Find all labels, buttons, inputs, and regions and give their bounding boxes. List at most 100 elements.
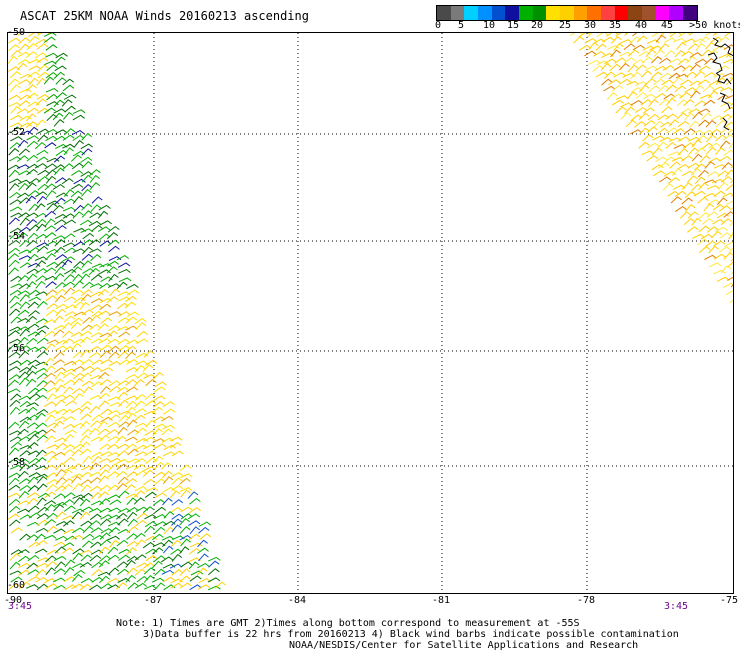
wind-barb xyxy=(53,99,65,108)
wind-barb xyxy=(62,78,74,86)
wind-barb xyxy=(654,65,667,72)
wind-barb xyxy=(654,92,667,100)
wind-barb xyxy=(63,198,76,205)
wind-barb xyxy=(19,463,30,472)
wind-barb xyxy=(45,295,58,302)
wind-barb xyxy=(73,497,84,505)
wind-barb xyxy=(9,122,23,128)
wind-barb xyxy=(118,490,130,498)
wind-barb xyxy=(694,163,706,171)
wind-barb xyxy=(684,71,697,78)
wind-barb xyxy=(46,339,60,345)
wind-barb xyxy=(106,266,118,274)
wind-barb xyxy=(134,457,147,464)
wind-barb xyxy=(19,294,31,302)
wind-barb xyxy=(27,434,39,442)
wind-barb xyxy=(26,346,40,352)
wind-barb xyxy=(629,36,641,44)
wind-barb xyxy=(97,288,109,297)
legend-swatch xyxy=(573,6,588,20)
wind-barb xyxy=(26,273,38,282)
wind-barb xyxy=(61,177,74,185)
wind-barb xyxy=(125,295,137,303)
wind-barb xyxy=(43,36,56,43)
wind-barb xyxy=(25,182,37,190)
wind-barb xyxy=(62,163,74,171)
wind-barb xyxy=(724,33,731,37)
wind-barb xyxy=(715,134,727,142)
wind-barb xyxy=(117,317,130,324)
wind-barb xyxy=(117,476,129,485)
coastline xyxy=(707,52,723,74)
wind-barb xyxy=(163,584,176,591)
wind-barb xyxy=(118,421,130,428)
wind-barb xyxy=(36,380,48,388)
wind-barb xyxy=(62,338,74,345)
wind-barb xyxy=(90,298,104,304)
wind-barb xyxy=(144,393,156,401)
wind-barb xyxy=(25,315,37,324)
wind-barb xyxy=(25,195,37,204)
wind-barb xyxy=(584,50,597,57)
wind-barb xyxy=(117,262,131,268)
wind-barb xyxy=(28,393,41,400)
wind-barb xyxy=(8,217,20,225)
wind-barb xyxy=(699,246,711,254)
wind-barb xyxy=(27,476,39,485)
wind-barb xyxy=(8,366,21,372)
wind-barb xyxy=(26,239,38,247)
wind-barb xyxy=(19,450,32,457)
wind-barb xyxy=(36,156,49,163)
wind-barb xyxy=(91,196,103,204)
wind-barb xyxy=(672,76,684,85)
wind-barb xyxy=(133,497,145,505)
wind-barb xyxy=(136,372,149,380)
wind-barb xyxy=(154,506,167,514)
wind-barb xyxy=(704,161,716,169)
wind-barb xyxy=(91,576,104,583)
wind-barb xyxy=(683,38,697,44)
wind-barb xyxy=(62,547,74,554)
wind-barb xyxy=(588,59,601,65)
wind-barb xyxy=(108,351,120,359)
wind-barb xyxy=(107,225,120,233)
wind-barb xyxy=(72,372,85,380)
wind-barb xyxy=(170,578,183,584)
wind-barb xyxy=(709,128,722,136)
wind-barb xyxy=(694,100,707,107)
wind-barb xyxy=(63,379,76,386)
wind-barb xyxy=(90,549,104,555)
wind-barb xyxy=(19,73,33,79)
wind-barb xyxy=(55,535,68,541)
wind-barb xyxy=(79,434,91,443)
wind-barb xyxy=(683,128,696,135)
wind-barb xyxy=(153,371,164,380)
wind-barb xyxy=(707,171,720,178)
wind-barb xyxy=(63,492,76,499)
wind-barb xyxy=(37,169,50,176)
wind-barb xyxy=(82,281,94,289)
wind-barb xyxy=(62,134,75,141)
wind-barb xyxy=(26,140,39,148)
wind-barb xyxy=(154,478,166,486)
wind-barb xyxy=(54,294,66,303)
wind-barb xyxy=(690,168,702,177)
wind-barb xyxy=(19,533,31,541)
wind-barb xyxy=(108,361,122,367)
wind-barb xyxy=(17,59,30,65)
wind-barb xyxy=(89,485,102,492)
wind-barb xyxy=(36,513,49,520)
wind-barb xyxy=(35,569,47,577)
wind-barb xyxy=(89,345,102,352)
wind-barb xyxy=(8,37,21,44)
wind-barb xyxy=(135,338,149,345)
wind-barb xyxy=(643,93,656,100)
wind-barb xyxy=(692,233,705,239)
wind-barb xyxy=(17,139,29,148)
wind-barb xyxy=(676,99,688,107)
wind-barb xyxy=(63,274,75,282)
wind-barb xyxy=(89,283,103,288)
legend-label: 5 xyxy=(457,20,465,31)
wind-barb xyxy=(163,444,176,451)
wind-barb xyxy=(638,127,650,136)
